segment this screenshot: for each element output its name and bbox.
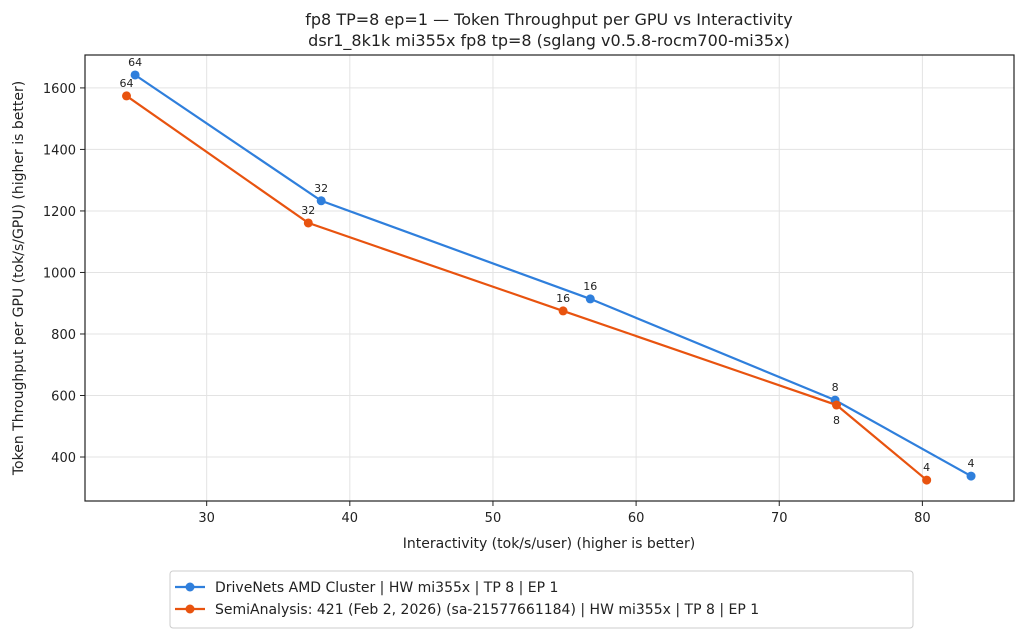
data-label: 4 (923, 461, 930, 474)
series-1: 64 32 16 8 4 (120, 77, 932, 485)
x-tick-label: 50 (485, 511, 502, 526)
series-line (125, 95, 928, 481)
series-group: 64 32 16 8 4 64 32 16 8 4 (120, 56, 976, 485)
legend: DriveNets AMD Cluster | HW mi355x | TP 8… (169, 570, 914, 629)
data-label: 64 (128, 56, 142, 69)
y-tick-label: 400 (51, 451, 76, 466)
grid (85, 55, 1014, 501)
data-label: 32 (314, 182, 328, 195)
ticks: 30 40 50 60 70 80 400 600 800 1000 1200 1400 1600 (43, 82, 931, 526)
series-line (134, 74, 972, 478)
data-point (130, 70, 140, 80)
data-point (922, 475, 932, 485)
series-0: 64 32 16 8 4 (128, 56, 976, 481)
chart-title: fp8 TP=8 ep=1 — Token Throughput per GPU… (305, 10, 792, 29)
legend-box (169, 570, 914, 629)
legend-swatch-marker (185, 604, 195, 614)
data-point (585, 294, 595, 304)
data-point (316, 196, 326, 206)
data-point (122, 91, 132, 101)
data-label: 16 (583, 280, 597, 293)
plot-frame (84, 54, 1015, 502)
data-label: 64 (120, 77, 134, 90)
y-tick-label: 1600 (43, 82, 76, 97)
legend-label: SemiAnalysis: 421 (Feb 2, 2026) (sa-2157… (215, 602, 759, 618)
x-axis-label: Interactivity (tok/s/user) (higher is be… (403, 536, 695, 552)
x-tick-label: 80 (914, 511, 931, 526)
y-tick-label: 1200 (43, 205, 76, 220)
x-tick-label: 30 (198, 511, 215, 526)
legend-label: DriveNets AMD Cluster | HW mi355x | TP 8… (215, 580, 558, 596)
data-label: 8 (833, 414, 840, 427)
y-tick-label: 800 (51, 328, 76, 343)
data-label: 16 (556, 292, 570, 305)
data-label: 4 (968, 457, 975, 470)
y-tick-label: 1400 (43, 143, 76, 158)
y-axis-label: Token Throughput per GPU (tok/s/GPU) (hi… (11, 81, 27, 476)
data-point (303, 218, 313, 228)
y-tick-label: 600 (51, 389, 76, 404)
data-point (558, 306, 568, 316)
y-tick-label: 1000 (43, 266, 76, 281)
x-tick-label: 70 (771, 511, 788, 526)
data-label: 8 (832, 381, 839, 394)
chart-subtitle: dsr1_8k1k mi355x fp8 tp=8 (sglang v0.5.8… (308, 31, 790, 51)
x-tick-label: 60 (628, 511, 645, 526)
data-point (832, 400, 842, 410)
data-point (966, 471, 976, 481)
legend-swatch-marker (185, 582, 195, 592)
data-label: 32 (301, 204, 315, 217)
x-tick-label: 40 (342, 511, 359, 526)
